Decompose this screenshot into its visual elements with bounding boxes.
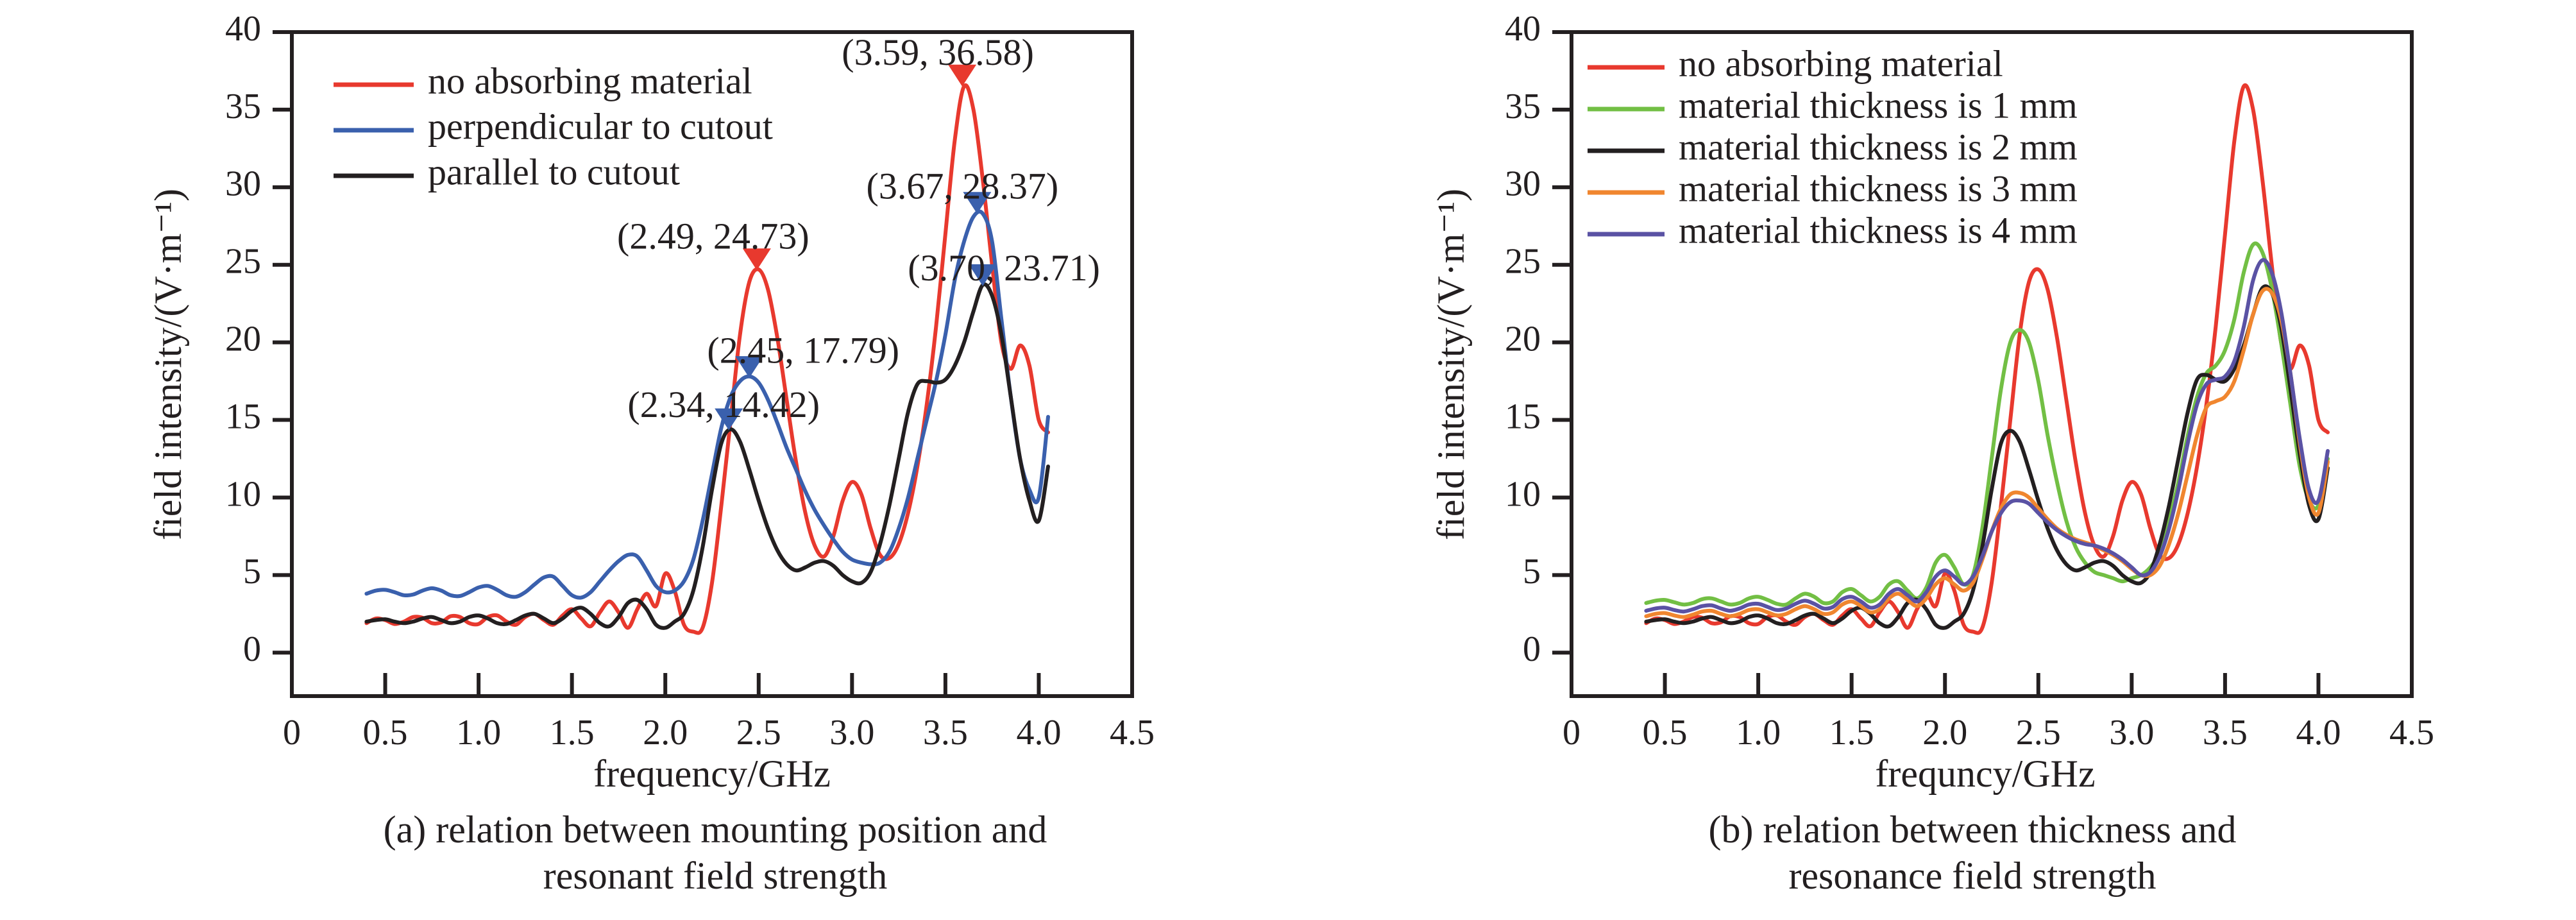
annotation-label: (3.59, 36.58) (842, 31, 1034, 73)
curve-parallel-to-cutout (364, 282, 1050, 630)
annotation-label: (2.45, 17.79) (707, 329, 899, 371)
y-tick-label: 5 (243, 552, 261, 592)
x-tick-label: 4.5 (2389, 713, 2434, 753)
y-tick-label: 10 (225, 474, 261, 514)
x-tick-label: 2.5 (2016, 713, 2061, 753)
legend-label: perpendicular to cutout (428, 105, 773, 147)
caption-a: (a) relation between mounting position a… (384, 806, 1047, 899)
legend-label: material thickness is 4 mm (1679, 209, 2078, 251)
y-tick-label: 15 (1505, 396, 1541, 436)
x-tick-label: 4.0 (1016, 713, 1061, 753)
x-axis-label-a: frequency/GHz (593, 753, 831, 795)
peak-marker (963, 192, 992, 214)
peak-marker (969, 264, 997, 286)
y-tick-label: 15 (225, 396, 261, 436)
plot-frame (290, 30, 1134, 698)
panel-b: 0 0.5 1.0 1.5 2.0 2.5 3.0 3.5 4.0 4.5 0 5 10 15 20 25 30… (1505, 9, 2434, 753)
x-axis-label-b: frequncy/GHz (1875, 753, 2096, 795)
x-tick-label: 2.0 (1922, 713, 1967, 753)
x-tick-label: 3.5 (923, 713, 968, 753)
y-tick-label: 40 (225, 9, 261, 49)
legend-label: no absorbing material (1679, 42, 2003, 84)
x-tick-label: 3.0 (2109, 713, 2154, 753)
plot-frame (1570, 30, 2414, 698)
x-tick-label: 1.5 (550, 713, 595, 753)
caption-a-line1: (a) relation between mounting position a… (383, 808, 1047, 851)
x-tick-label: 1.0 (1736, 713, 1781, 753)
caption-a-line2: resonant field strength (543, 855, 888, 897)
legend-label: material thickness is 2 mm (1679, 126, 2078, 167)
x-tick-label: 1.5 (1829, 713, 1874, 753)
y-tick-label: 40 (1505, 9, 1541, 49)
x-tick-label: 1.0 (456, 713, 501, 753)
y-tick-label: 35 (1505, 87, 1541, 126)
y-tick-label: 25 (1505, 242, 1541, 282)
y-tick-label: 10 (1505, 474, 1541, 514)
curve-material-thickness-is-1-mm (1644, 241, 2330, 607)
peak-marker (948, 64, 977, 87)
x-tick-label: 2.0 (643, 713, 688, 753)
legend-label: parallel to cutout (428, 151, 680, 192)
x-tick-label: 0 (283, 713, 301, 753)
x-tick-label: 3.5 (2203, 713, 2248, 753)
curves (364, 83, 1050, 635)
caption-b-line1: (b) relation between thickness and (1708, 808, 2237, 851)
peak-marker (742, 248, 771, 271)
y-axis-label-a: field intensity/(V·m⁻¹) (147, 189, 189, 540)
legend-label: material thickness is 1 mm (1679, 84, 2078, 126)
x-tick-label: 4.0 (2296, 713, 2341, 753)
annotation-label: (2.34, 14.42) (627, 384, 820, 425)
y-tick-label: 0 (243, 629, 261, 669)
peak-marker (715, 408, 743, 430)
panel-a: 0 0.5 1.0 1.5 2.0 2.5 3.0 3.5 4.0 4.5 0 5 10 15 20 25 30… (225, 9, 1155, 753)
y-tick-label: 35 (225, 87, 261, 126)
caption-b: (b) relation between thickness and reson… (1708, 806, 2236, 899)
x-tick-label: 4.5 (1110, 713, 1155, 753)
annotation-label: (3.70, 23.71) (908, 247, 1100, 289)
annotation-label: (3.67, 28.37) (867, 166, 1059, 207)
curve-perpendicular-to-cutout (364, 209, 1050, 600)
x-tick-label: 0.5 (1643, 713, 1688, 753)
caption-b-line2: resonance field strength (1788, 855, 2157, 897)
x-tick-label: 3.0 (829, 713, 874, 753)
peak-marker (735, 356, 764, 379)
annotation-label: (2.49, 24.73) (617, 216, 809, 257)
legend-label: no absorbing material (428, 60, 752, 101)
y-tick-label: 25 (225, 242, 261, 282)
curves (1644, 83, 2330, 635)
x-tick-label: 2.5 (736, 713, 781, 753)
y-tick-label: 30 (225, 164, 261, 204)
y-tick-label: 20 (225, 319, 261, 359)
curve-material-thickness-is-4-mm (1644, 258, 2330, 614)
y-tick-label: 5 (1523, 552, 1541, 592)
y-tick-label: 20 (1505, 319, 1541, 359)
y-tick-label: 0 (1523, 629, 1541, 669)
y-tick-label: 30 (1505, 164, 1541, 204)
curve-material-thickness-is-2-mm (1644, 284, 2330, 630)
curve-material-thickness-is-3-mm (1644, 287, 2330, 619)
y-axis-label-b: field intensity/(V·m⁻¹) (1430, 189, 1472, 540)
x-tick-label: 0.5 (363, 713, 408, 753)
x-tick-label: 0 (1563, 713, 1580, 753)
legend-label: material thickness is 3 mm (1679, 167, 2078, 209)
